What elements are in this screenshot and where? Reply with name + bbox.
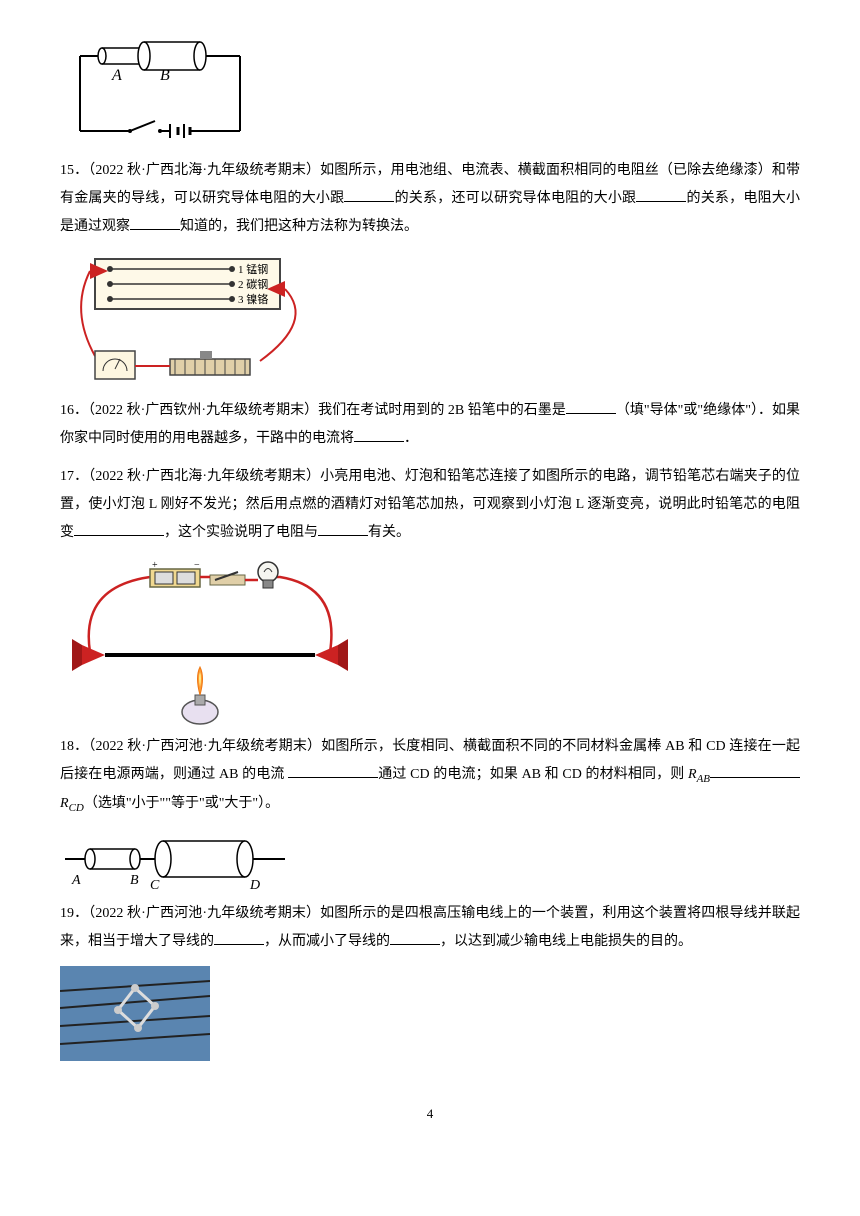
- q19-blank-1[interactable]: [214, 931, 264, 945]
- svg-text:+: +: [152, 560, 158, 571]
- q18-blank-1[interactable]: [288, 764, 378, 778]
- question-17: 17．（2022 秋·广西北海·九年级统考期末）小亮用电池、灯泡和铅笔芯连接了如…: [60, 463, 800, 547]
- q16-blank-1[interactable]: [566, 400, 616, 414]
- figure-wires-box: 1 锰钢 2 碳钢 3 镍铬: [60, 251, 340, 391]
- svg-text:A: A: [71, 873, 81, 888]
- q17-blank-1[interactable]: [74, 522, 164, 536]
- svg-text:−: −: [194, 560, 200, 571]
- page-number: 4: [60, 1101, 800, 1127]
- q19-text-2: ，从而减小了导线的: [264, 934, 390, 949]
- q19-blank-2[interactable]: [390, 931, 440, 945]
- q18-text-3: （选填"小于""等于"或"大于"）。: [84, 796, 279, 811]
- q15-text-2: 的关系，还可以研究导体电阻的大小跟: [394, 191, 636, 206]
- question-19: 19．（2022 秋·广西河池·九年级统考期末）如图所示的是四根高压输电线上的一…: [60, 900, 800, 956]
- q19-text-3: ，以达到减少输电线上电能损失的目的。: [440, 934, 692, 949]
- question-16: 16．（2022 秋·广西钦州·九年级统考期末）我们在考试时用到的 2B 铅笔中…: [60, 397, 800, 453]
- q18-rcd: RCD: [60, 796, 84, 811]
- q16-text-1: 16．（2022 秋·广西钦州·九年级统考期末）我们在考试时用到的 2B 铅笔中…: [60, 403, 566, 418]
- q18-rab: RAB: [688, 767, 710, 782]
- svg-text:3 镍铬: 3 镍铬: [238, 292, 268, 306]
- svg-text:1 锰钢: 1 锰钢: [238, 262, 268, 276]
- q15-blank-1[interactable]: [344, 188, 394, 202]
- figure-pencil-circuit: + −: [60, 557, 360, 727]
- q16-text-3: ．: [404, 431, 418, 446]
- question-15: 15．（2022 秋·广西北海·九年级统考期末）如图所示，用电池组、电流表、横截…: [60, 157, 800, 241]
- figure-rods-abcd: A B C D: [60, 829, 290, 894]
- figure-powerline: [60, 966, 210, 1061]
- figure-circuit-ab: A B: [60, 36, 260, 151]
- svg-text:B: B: [160, 67, 170, 84]
- svg-text:2 碳钢: 2 碳钢: [238, 277, 268, 291]
- q16-blank-2[interactable]: [354, 428, 404, 442]
- svg-text:D: D: [249, 878, 260, 893]
- q18-text-2: 通过 CD 的电流；如果 AB 和 CD 的材料相同，则: [378, 767, 688, 782]
- q17-blank-2[interactable]: [318, 522, 368, 536]
- q15-blank-3[interactable]: [130, 216, 180, 230]
- q17-text-3: 有关。: [368, 525, 410, 540]
- q17-text-2: ，这个实验说明了电阻与: [164, 525, 318, 540]
- svg-text:A: A: [111, 67, 122, 84]
- q18-blank-2[interactable]: [710, 764, 800, 778]
- q15-text-4: 知道的，我们把这种方法称为转换法。: [180, 219, 418, 234]
- svg-text:B: B: [130, 873, 139, 888]
- question-18: 18．（2022 秋·广西河池·九年级统考期末）如图所示，长度相同、横截面积不同…: [60, 733, 800, 819]
- svg-text:C: C: [150, 878, 160, 893]
- q15-blank-2[interactable]: [636, 188, 686, 202]
